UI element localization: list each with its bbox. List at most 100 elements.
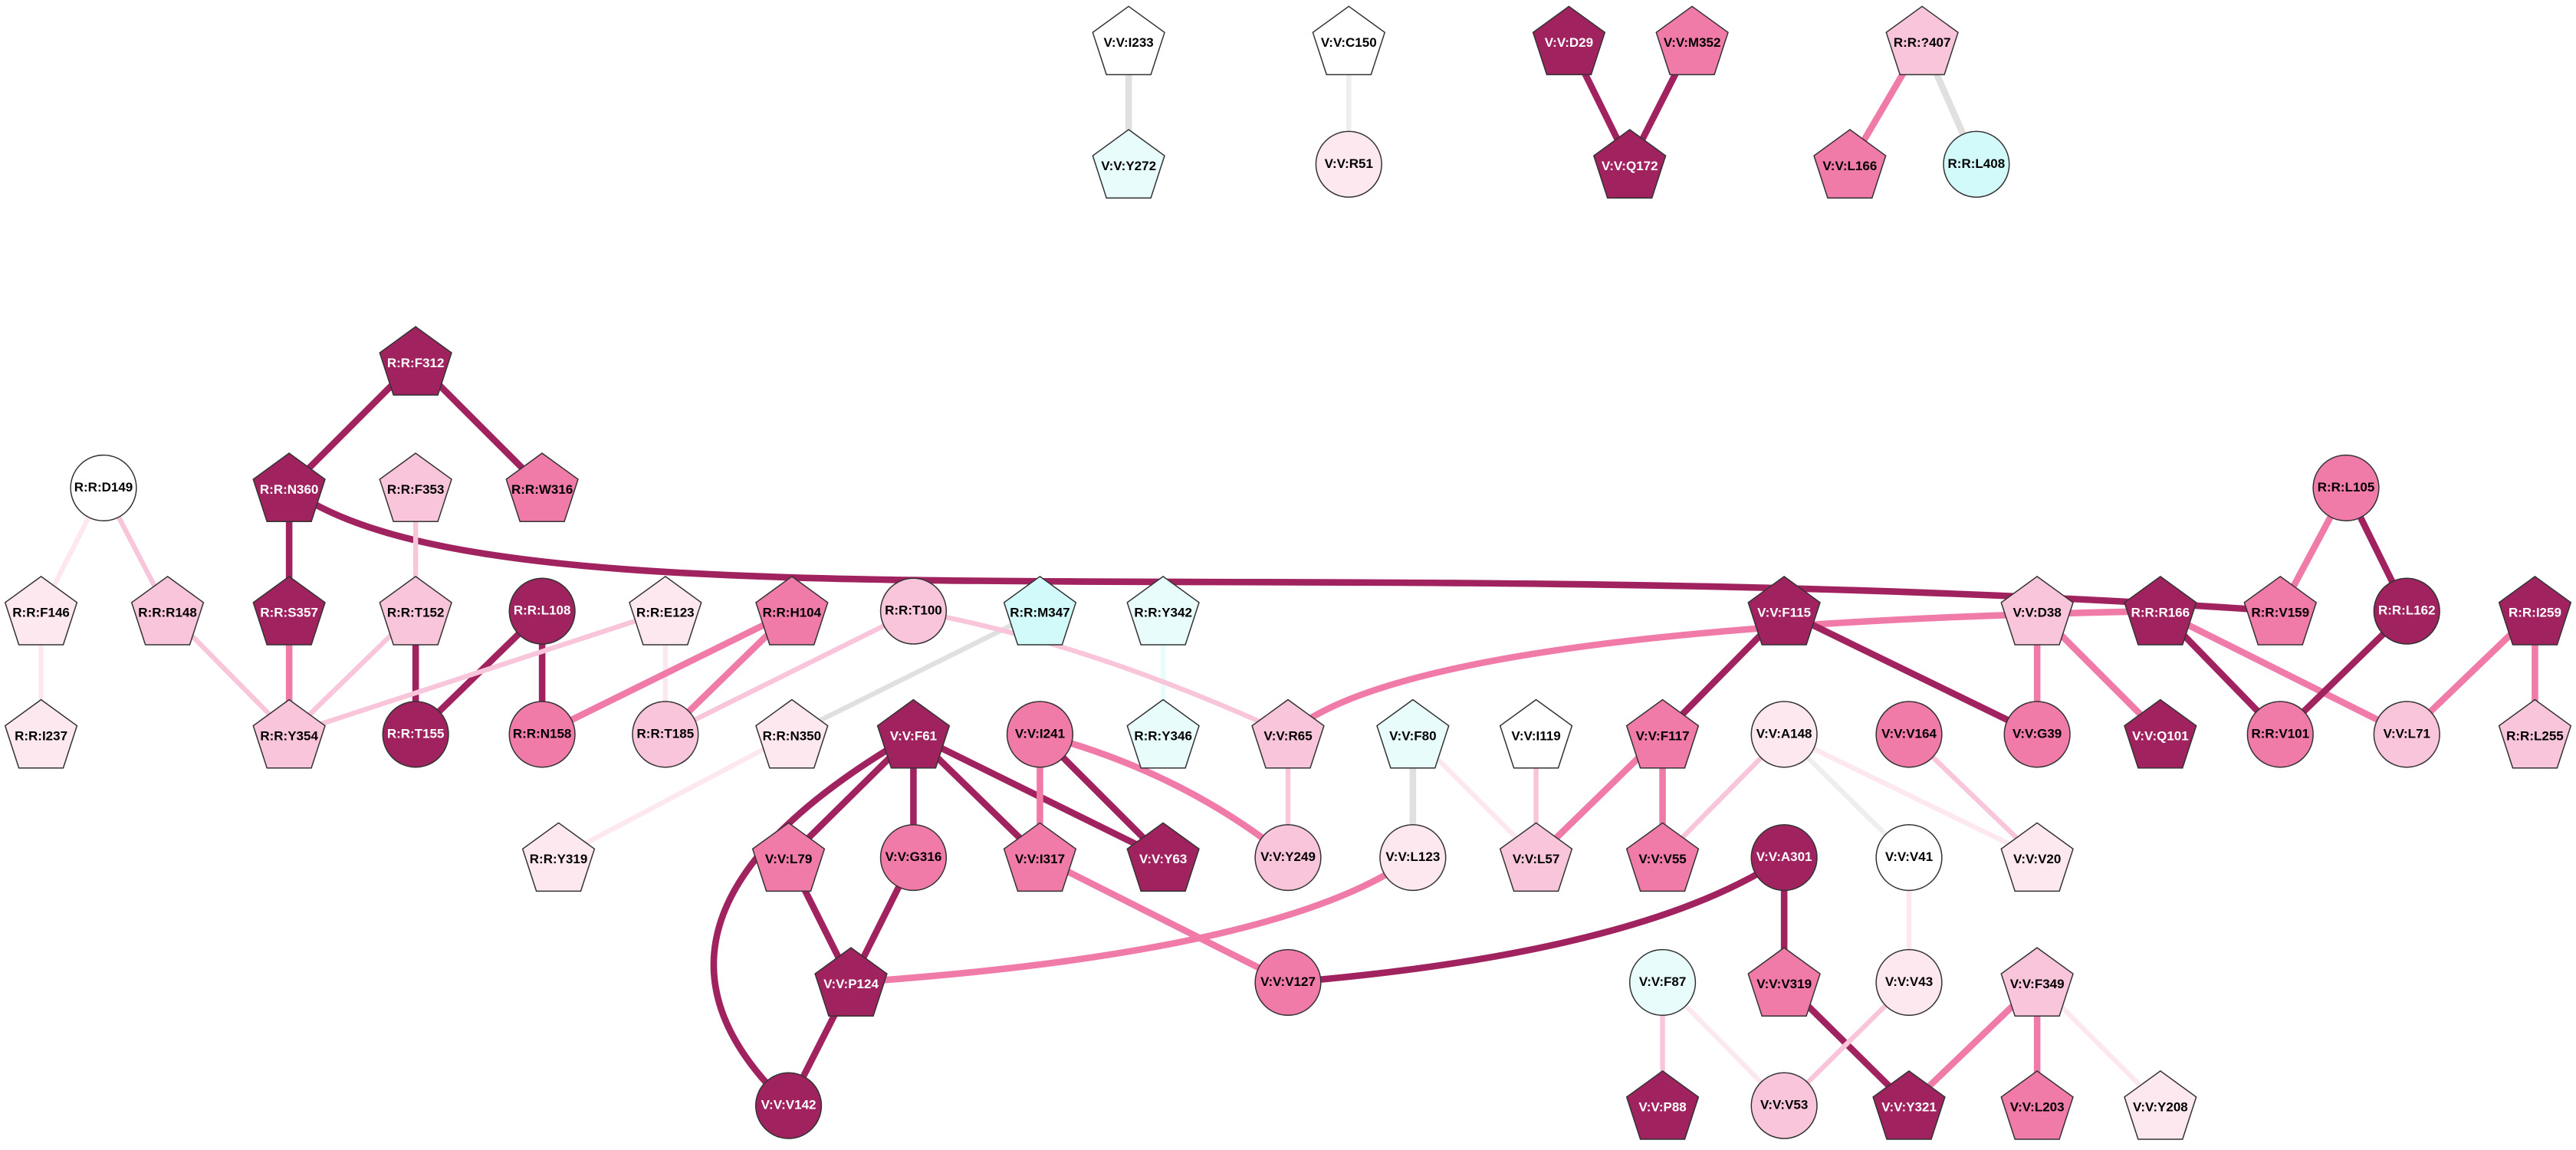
- node-label: V:V:F87: [1639, 974, 1686, 989]
- node-label: V:V:L79: [765, 852, 812, 866]
- node-pentagon: [1003, 822, 1077, 892]
- node-circle: [70, 454, 137, 522]
- node-label: V:V:F80: [1389, 728, 1436, 743]
- node-pentagon: [751, 822, 826, 892]
- node-circle: [1875, 823, 1943, 892]
- node-label: R:R:I237: [15, 728, 67, 743]
- node-label: V:V:Q101: [2132, 728, 2189, 743]
- node-pentagon: [1126, 698, 1200, 769]
- node-pentagon: [755, 698, 829, 769]
- node-label: R:R:D149: [74, 480, 133, 495]
- node-pentagon: [379, 452, 452, 523]
- node-label: V:V:L123: [1385, 849, 1440, 864]
- node-label: V:V:V127: [1260, 974, 1316, 989]
- node-pentagon: [1499, 698, 1573, 769]
- node-label: V:V:Y63: [1139, 852, 1187, 866]
- node-label: R:R:I259: [2509, 606, 2561, 620]
- node-circle: [1875, 701, 1943, 768]
- edge: [1783, 731, 2039, 860]
- node-circle: [1254, 823, 1322, 892]
- node-pentagon: [814, 947, 888, 1017]
- node-label: V:V:G39: [2013, 726, 2062, 741]
- node-pentagon: [505, 452, 579, 523]
- node-pentagon: [2124, 575, 2197, 646]
- node-pentagon: [1655, 5, 1729, 76]
- node-label: V:V:I317: [1015, 852, 1065, 866]
- node-label: V:V:A148: [1756, 726, 1812, 741]
- node-circle: [2246, 701, 2314, 768]
- node-pentagon: [4, 698, 78, 769]
- node-label: R:R:H104: [763, 606, 822, 620]
- node-pentagon: [2000, 947, 2074, 1017]
- node-pentagon: [1747, 575, 1821, 646]
- node-pentagon: [1251, 698, 1325, 769]
- node-circle: [1628, 948, 1697, 1017]
- node-label: V:V:I119: [1511, 728, 1560, 743]
- node-pentagon: [521, 822, 596, 892]
- node-label: R:R:M347: [1010, 606, 1070, 620]
- node-label: V:V:P124: [823, 977, 879, 991]
- edge: [1783, 608, 2039, 738]
- nodes: V:V:I233 V:V:Y272 V:V:C150 V:V:R51 V:V:D29 V:…: [4, 5, 2572, 1140]
- node-pentagon: [629, 575, 702, 646]
- node-pentagon: [1813, 129, 1887, 199]
- node-pentagon: [1003, 575, 1077, 646]
- node-label: V:V:Y321: [1881, 1100, 1937, 1115]
- edge: [850, 855, 1415, 986]
- node-label: V:V:V20: [2013, 852, 2061, 866]
- node-label: R:R:Y346: [1134, 728, 1192, 743]
- node-circle: [1006, 701, 1074, 768]
- node-pentagon: [2000, 822, 2074, 892]
- node-label: V:V:V43: [1885, 974, 1933, 989]
- node-circle: [879, 577, 948, 645]
- node-circle: [508, 577, 576, 645]
- node-pentagon: [252, 452, 326, 523]
- node-label: R:R:N360: [260, 482, 319, 497]
- node-pentagon: [1747, 947, 1821, 1017]
- node-circle: [1750, 701, 1818, 768]
- node-label: V:V:Y208: [2133, 1100, 2188, 1115]
- edge: [710, 731, 915, 1109]
- node-label: V:V:G316: [886, 849, 942, 864]
- node-label: V:V:F61: [890, 728, 937, 743]
- node-label: R:R:T185: [637, 726, 695, 741]
- node-label: V:V:F349: [2010, 977, 2065, 991]
- node-label: R:R:T100: [885, 603, 942, 618]
- node-label: R:R:N350: [763, 728, 822, 743]
- node-pentagon: [2000, 575, 2074, 646]
- node-label: R:R:F353: [387, 482, 445, 497]
- node-circle: [879, 823, 948, 892]
- node-circle: [1750, 823, 1818, 892]
- node-label: V:V:V53: [1760, 1098, 1808, 1112]
- node-pentagon: [1592, 129, 1667, 199]
- node-circle: [2373, 577, 2440, 645]
- node-label: R:R:V159: [2251, 606, 2309, 620]
- edge: [288, 609, 666, 737]
- node-circle: [1379, 823, 1447, 892]
- node-label: V:V:Y272: [1101, 159, 1156, 173]
- node-pentagon: [1126, 822, 1200, 892]
- node-circle: [632, 701, 699, 768]
- node-pentagon: [2498, 698, 2572, 769]
- node-label: V:V:A301: [1756, 849, 1812, 864]
- node-pentagon: [1126, 575, 1200, 646]
- node-label: V:V:L71: [2384, 726, 2430, 741]
- node-label: R:R:W316: [511, 482, 573, 497]
- node-pentagon: [1872, 1070, 1946, 1140]
- node-circle: [1254, 948, 1322, 1017]
- edge: [287, 485, 2281, 615]
- node-pentagon: [252, 698, 326, 769]
- node-circle: [2003, 701, 2071, 768]
- node-pentagon: [130, 575, 205, 646]
- node-label: R:R:S357: [260, 606, 318, 620]
- node-pentagon: [2498, 575, 2572, 646]
- node-label: R:R:L255: [2506, 728, 2564, 743]
- node-pentagon: [252, 575, 326, 646]
- edge: [557, 732, 794, 860]
- node-label: V:V:M352: [1664, 35, 1721, 50]
- node-pentagon: [1885, 5, 1959, 76]
- node-circle: [508, 701, 576, 768]
- node-label: R:R:?407: [1894, 35, 1951, 50]
